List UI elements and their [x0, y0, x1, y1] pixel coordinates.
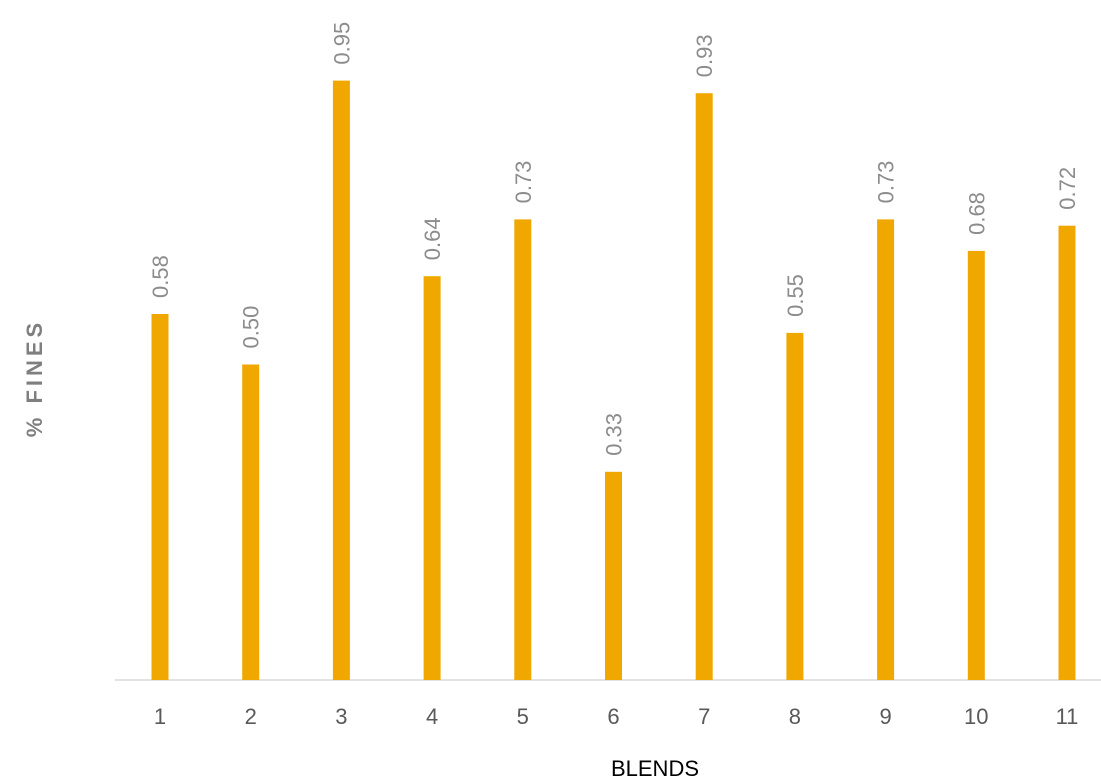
x-tick-label-1: 1: [154, 704, 166, 729]
data-label-7: 0.93: [692, 34, 717, 77]
data-label-4: 0.64: [420, 217, 445, 260]
bar-11: [1058, 225, 1076, 680]
x-tick-label-3: 3: [335, 704, 347, 729]
bar-6: [605, 471, 622, 680]
y-axis-label: % FINES: [22, 319, 47, 437]
data-label-5: 0.73: [511, 161, 536, 204]
x-tick-label-6: 6: [607, 704, 619, 729]
x-tick-label-7: 7: [698, 704, 710, 729]
data-label-9: 0.73: [874, 161, 899, 204]
data-label-11: 0.72: [1055, 167, 1080, 210]
data-label-10: 0.68: [964, 192, 989, 235]
bar-3: [332, 80, 350, 681]
x-tick-label-9: 9: [879, 704, 891, 729]
bar-1: [151, 314, 169, 680]
bar-10: [967, 250, 985, 680]
x-tick-label-11: 11: [1056, 704, 1079, 729]
x-tick-label-10: 10: [964, 704, 988, 729]
data-label-8: 0.55: [783, 274, 808, 317]
bar-8: [786, 332, 804, 680]
bar-4: [423, 276, 441, 680]
x-tick-label-4: 4: [426, 704, 438, 729]
bar-2: [242, 364, 260, 680]
x-axis-label: BLENDS: [611, 756, 699, 781]
bar-5: [514, 219, 532, 680]
data-label-2: 0.50: [239, 306, 264, 349]
x-tick-label-5: 5: [517, 704, 529, 729]
bars-group: [151, 80, 1076, 681]
bar-9: [877, 219, 895, 680]
data-label-3: 0.95: [329, 22, 354, 65]
data-labels: 0.58 0.50 0.95 0.64 0.73 0.33 0.93 0.55 0.73 0.68…: [148, 22, 1080, 456]
x-tick-labels: 1 2 3 4 5 6 7 8 9 10 11: [154, 704, 1079, 729]
data-label-1: 0.58: [148, 255, 173, 298]
x-tick-label-2: 2: [245, 704, 257, 729]
data-label-6: 0.33: [602, 413, 627, 456]
bar-7: [695, 93, 713, 680]
x-tick-label-8: 8: [789, 704, 801, 729]
